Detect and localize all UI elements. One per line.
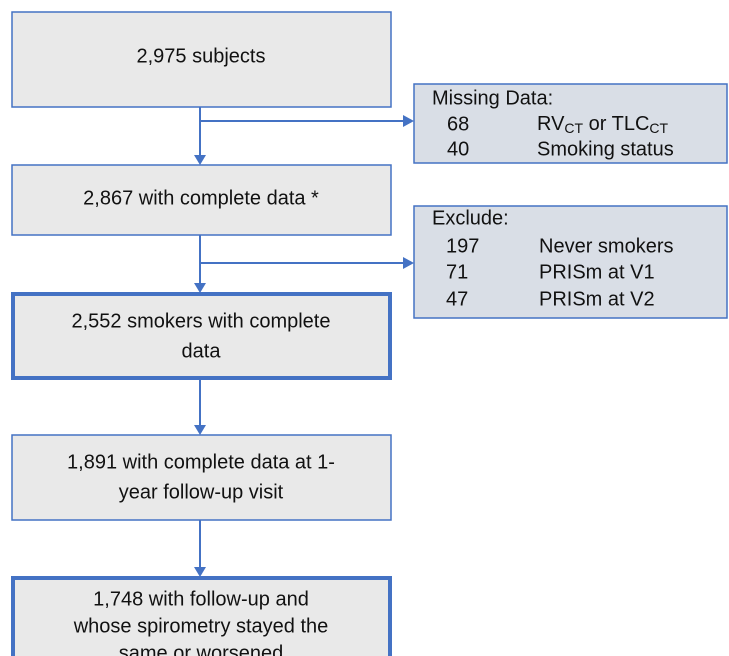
side-title: Exclude: [432,207,509,229]
box-text: 1,891 with complete data at 1- [67,451,335,473]
label-sub: CT [564,120,583,136]
item-count: 197 [446,235,479,257]
box-text: year follow-up visit [119,481,284,503]
box [11,576,392,656]
box-text: whose spirometry stayed the [73,615,329,637]
side-title: Missing Data: [432,87,553,109]
box [11,11,392,108]
item-label: PRISm at V1 [539,261,655,283]
box-text: 1,748 with follow-up and [93,588,309,610]
box-text: 2,867 with complete data * [83,187,319,209]
box [11,292,392,380]
box [11,434,392,521]
item-count: 47 [446,288,468,310]
box-text: 2,975 subjects [137,45,266,67]
item-label: PRISm at V2 [539,288,655,310]
side-box [413,205,728,319]
item-label: Never smokers [539,235,673,257]
box-text: data [182,340,222,362]
item-label: Smoking status [537,138,674,160]
item-count: 40 [447,138,469,160]
label-sub: CT [649,120,668,136]
box-text: same or worsened [119,642,284,656]
box [11,164,392,236]
item-count: 68 [447,113,469,135]
connectors [194,107,414,577]
item-count: 71 [446,261,468,283]
box-text: 2,552 smokers with complete [71,310,330,332]
label-part: or TLC [583,113,649,135]
item-label: RVCT or TLCCT [537,113,669,135]
label-part: RV [537,113,565,135]
side-box [413,83,728,164]
